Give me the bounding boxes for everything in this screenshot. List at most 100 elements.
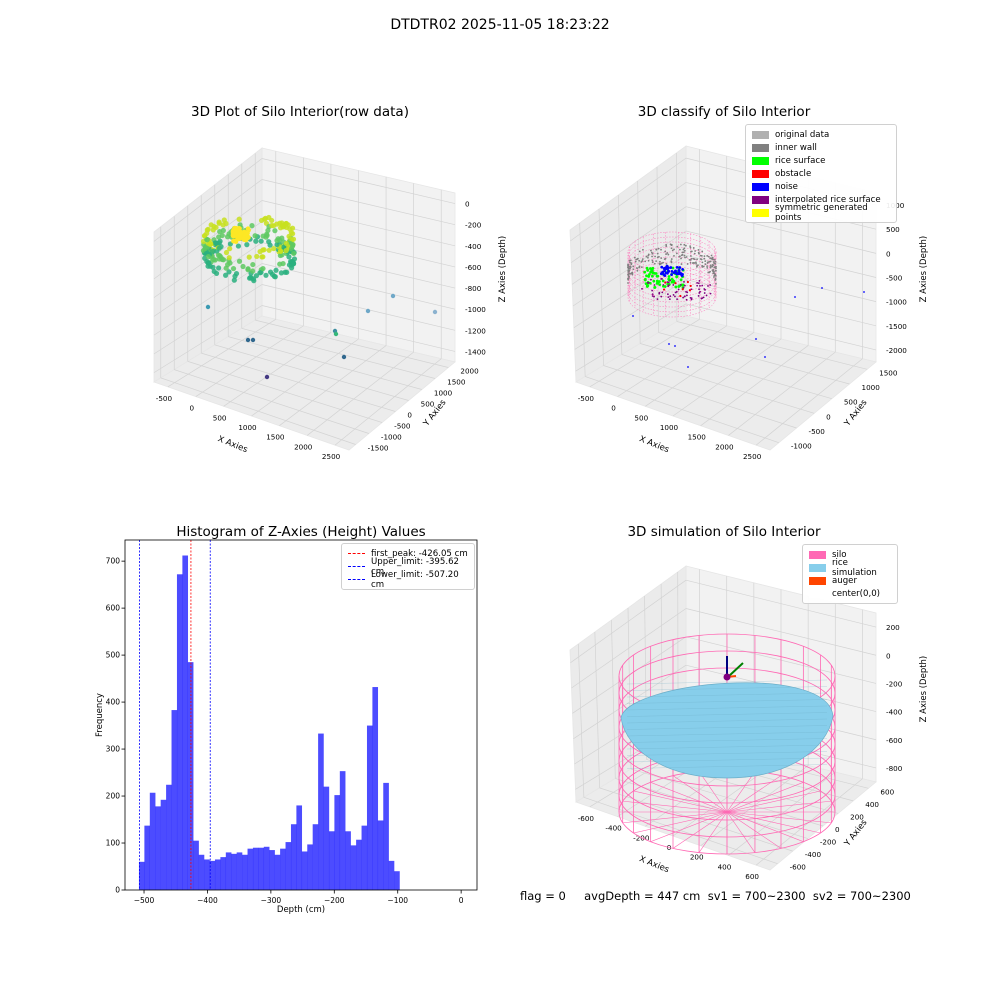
raw-data-point bbox=[288, 235, 294, 241]
classify-inner-wall-point bbox=[689, 245, 692, 248]
classify-rice-point bbox=[667, 277, 671, 281]
raw-data-point bbox=[223, 265, 229, 271]
raw-z-tick-label: -400 bbox=[465, 242, 482, 251]
classify-noise-point bbox=[669, 266, 673, 269]
classify-inner-wall-point bbox=[665, 262, 668, 265]
classify-inner-wall-point bbox=[712, 270, 714, 273]
classify-noise-point bbox=[664, 271, 668, 275]
raw-data-point bbox=[260, 247, 266, 253]
classify-noise-point bbox=[678, 266, 682, 269]
raw-data-point bbox=[266, 224, 272, 230]
silo-ring bbox=[618, 718, 836, 804]
classify-rice-point bbox=[661, 272, 665, 276]
raw-pane bbox=[261, 147, 456, 363]
histogram-bar bbox=[312, 824, 319, 890]
classify-inner-wall-point bbox=[627, 269, 630, 272]
classify-inner-wall-point bbox=[627, 277, 630, 280]
classify-inner-wall-point bbox=[627, 277, 629, 280]
silo-ring bbox=[618, 650, 836, 736]
classify-inner-wall-point bbox=[640, 261, 643, 263]
raw-gridline bbox=[261, 200, 456, 247]
silo-floor-spoke bbox=[622, 800, 728, 813]
raw-data-point bbox=[258, 267, 264, 273]
classify-interpolated-point bbox=[650, 278, 652, 281]
simulation-gridline bbox=[577, 643, 585, 798]
raw-data-point bbox=[226, 257, 232, 263]
classify-inner-wall-point bbox=[715, 282, 717, 285]
raw-data-point bbox=[213, 240, 220, 246]
raw-data-point bbox=[258, 217, 265, 224]
histogram-bar bbox=[366, 725, 373, 890]
classify-rice-point bbox=[643, 277, 647, 281]
classify-gridline bbox=[645, 332, 755, 407]
raw-data-point bbox=[237, 235, 243, 242]
rice-surface-mesh bbox=[626, 718, 828, 724]
classify-inner-wall-point bbox=[655, 260, 658, 262]
raw-z-tick-label: -1200 bbox=[465, 326, 486, 335]
raw-data-point bbox=[290, 259, 296, 265]
histogram-bar bbox=[290, 824, 297, 890]
raw-data-point bbox=[269, 217, 275, 224]
legend-item: inner wall bbox=[752, 141, 890, 154]
classify-gridline bbox=[574, 279, 687, 350]
classify-inner-wall-point bbox=[713, 272, 716, 275]
raw-data-point bbox=[286, 240, 292, 246]
classify-inner-wall-point bbox=[707, 271, 710, 274]
classify-inner-wall-point bbox=[647, 254, 650, 257]
classify-inner-wall-point bbox=[692, 257, 695, 260]
histogram-bar bbox=[220, 857, 227, 890]
classify-inner-wall-point bbox=[709, 264, 712, 267]
classify-rice-point bbox=[643, 278, 647, 282]
silo-floor-spoke bbox=[622, 811, 728, 824]
raw-z-tick-label: -1000 bbox=[465, 305, 486, 314]
classify-rice-point bbox=[681, 286, 685, 290]
raw-data-point bbox=[214, 248, 220, 254]
status-footer: flag = 0 avgDepth = 447 cm sv1 = 700~230… bbox=[520, 889, 911, 903]
classify-interpolated-point bbox=[647, 282, 650, 284]
silo-floor-spoke bbox=[726, 771, 756, 813]
classify-rice-point bbox=[646, 268, 650, 272]
raw-data-point bbox=[286, 233, 292, 239]
raw-data-point bbox=[235, 234, 240, 240]
raw-data-point bbox=[220, 257, 227, 263]
raw-y-tick-label: 0 bbox=[407, 411, 412, 420]
histogram-bar bbox=[280, 848, 286, 890]
raw-data-point bbox=[290, 236, 297, 242]
simulation-gridline bbox=[574, 693, 687, 765]
classify-rice-point bbox=[647, 273, 651, 276]
classify-wall-ring bbox=[627, 256, 717, 298]
raw-data-point bbox=[232, 236, 239, 243]
classify-inner-wall-point bbox=[658, 263, 661, 266]
classify-interpolated-point bbox=[709, 292, 712, 295]
classify-interpolated-point bbox=[703, 292, 706, 294]
classify-rice-point bbox=[649, 270, 653, 274]
classify-inner-wall-point bbox=[712, 261, 715, 263]
classify-interpolated-point bbox=[641, 287, 643, 290]
rice-surface-mesh bbox=[626, 731, 828, 737]
simulation-y-tick-label: -600 bbox=[790, 863, 807, 872]
classify-inner-wall-point bbox=[670, 261, 673, 264]
raw-data-point bbox=[259, 254, 265, 260]
raw-data-point bbox=[287, 240, 293, 247]
y-tick-label: 600 bbox=[106, 604, 121, 613]
raw-pane bbox=[153, 315, 456, 451]
classify-inner-wall-point bbox=[703, 255, 706, 258]
legend-label: Lower_limit: -507.20 cm bbox=[371, 569, 459, 590]
raw-gridline bbox=[214, 344, 409, 401]
raw-data-point bbox=[241, 229, 247, 235]
raw-z-tick-label: -800 bbox=[465, 284, 482, 293]
simulation-z-tick-label: -800 bbox=[886, 764, 903, 773]
raw-outlier-point bbox=[250, 337, 256, 343]
raw-data-point bbox=[285, 222, 291, 228]
classify-interpolated-point bbox=[683, 295, 686, 298]
classify-rice-point bbox=[666, 282, 670, 286]
classify-interpolated-point bbox=[651, 289, 654, 292]
classify-inner-wall-point bbox=[706, 266, 709, 269]
classify-rice-point bbox=[671, 279, 675, 282]
classify-noise-point bbox=[680, 273, 684, 277]
raw-data-point bbox=[236, 258, 243, 264]
raw-data-point bbox=[243, 234, 249, 240]
classify-inner-wall-point bbox=[703, 257, 706, 260]
classify-inner-wall-point bbox=[714, 262, 717, 265]
classify-interpolated-point bbox=[653, 284, 656, 286]
